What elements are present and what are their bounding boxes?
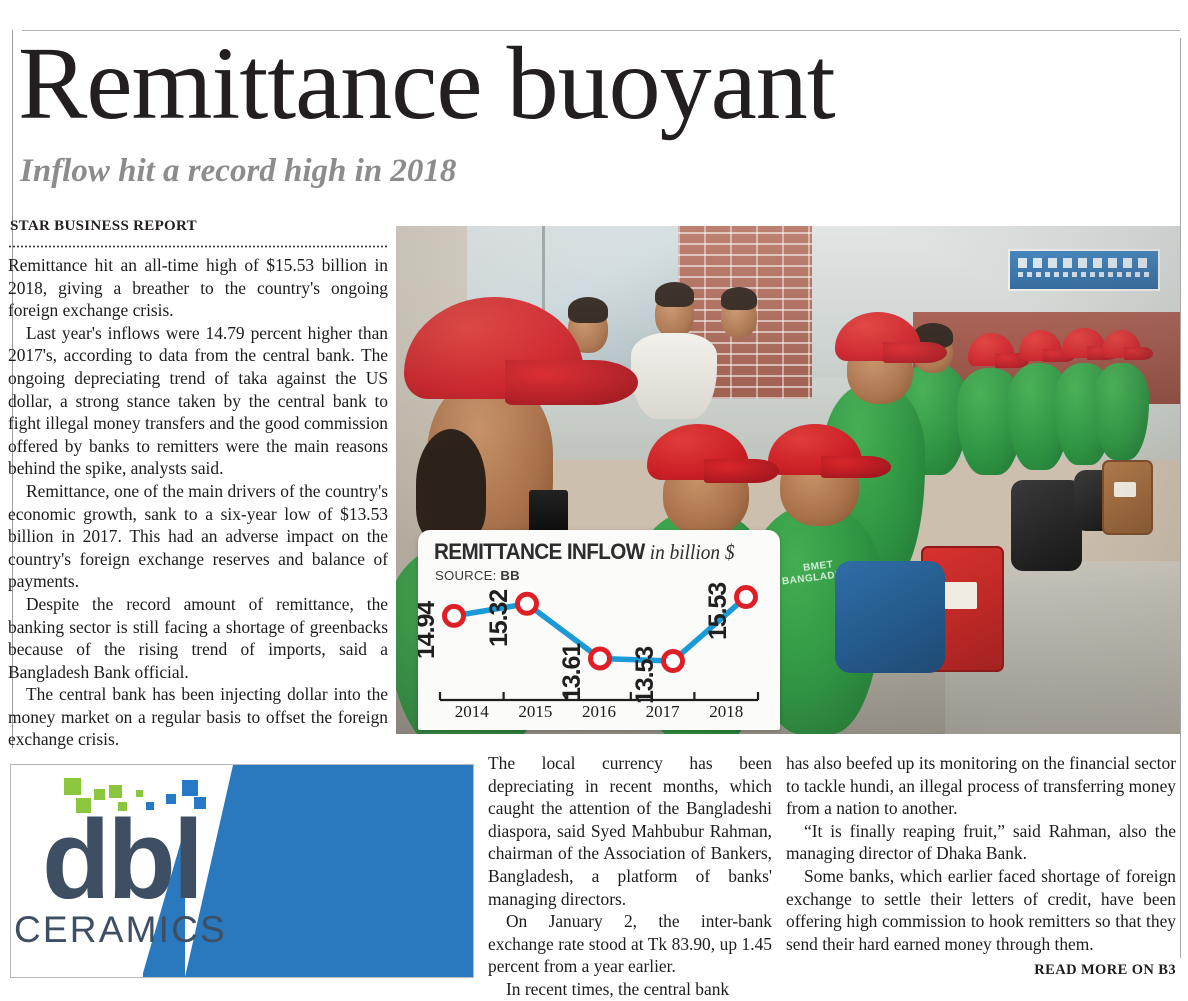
read-more-note: READ MORE ON B3 [1034,962,1176,978]
logo-pixel-square [182,780,198,796]
page-right-rule [1180,38,1181,958]
chart-category-label: 2015 [518,702,553,721]
photo-brown-bag [1101,459,1153,535]
dbl-logo-subtitle: CERAMICS [14,909,227,950]
photo-worker-hair [415,429,487,541]
chart-source-label: SOURCE: [435,568,497,583]
logo-pixel-square [166,794,176,804]
photo-worker-cap [1101,330,1153,360]
article-paragraph: Despite the record amount of remittance,… [8,593,388,682]
page-subheadline: Inflow hit a record high in 2018 [20,153,457,189]
photo-worker-cap [835,312,948,364]
article-column-middle: The local currency has been depreciating… [488,752,772,1001]
logo-pixel-square [94,789,105,800]
photo-black-bag [1011,480,1082,572]
photo-worker-shirt [1093,363,1149,460]
chart-source: SOURCE: BB [435,568,520,583]
chart-title: REMITTANCE INFLOW in billion $ [434,539,735,565]
chart-value-label: 13.61 [558,644,586,702]
byline-divider [8,245,388,248]
photo-station-sign [1007,248,1161,291]
chart-category-label: 2014 [454,702,489,721]
photo-worker-cap [1019,330,1076,363]
article-paragraph: Remittance, one of the main drivers of t… [8,480,388,592]
photo-worker-cap [646,424,780,484]
article-paragraph: “It is finally reaping fruit,” said Rahm… [786,820,1176,864]
chart-value-label: 15.32 [485,589,513,647]
article-paragraph: Some banks, which earlier faced shortage… [786,865,1176,954]
article-column-right: has also beefed up its monitoring on the… [786,752,1176,955]
article-paragraph: has also beefed up its monitoring on the… [786,753,1176,819]
chart-data-point [661,649,685,674]
page-headline: Remittance buoyant [18,26,836,141]
logo-pixel-square [109,785,122,798]
photo-person-shirt [631,332,718,420]
chart-value-label: 14.94 [418,601,440,659]
photo-blue-duffel-bag [835,561,945,674]
sign-text-line-1 [1018,257,1150,268]
article-column-lead: Remittance hit an all-time high of $15.5… [8,254,388,751]
chart-category-label: 2018 [709,702,744,721]
chart-value-label: 15.53 [704,582,732,641]
logo-pixel-square [118,802,127,811]
photo-person-hair [568,297,608,323]
logo-pixel-square [136,790,143,797]
chart-category-label: 2016 [582,702,616,721]
logo-pixel-square [194,797,206,809]
chart-category-label: 2017 [645,702,680,721]
dbl-logo-pixel-squares [54,776,244,822]
dbl-logo-wordmark: dbl [42,797,204,922]
byline: STAR BUSINESS REPORT [10,218,197,235]
chart-data-point [515,591,539,616]
chart-title-unit: in billion $ [649,540,735,564]
chart-title-main: REMITTANCE INFLOW [434,539,645,564]
article-paragraph: The local currency has been depreciating… [488,753,772,909]
article-paragraph: Last year's inflows were 14.79 percent h… [8,322,388,479]
photo-person-hair [721,286,757,310]
byline-text: STAR BUSINESS REPORT [10,218,197,234]
photo-person-hair [654,281,694,308]
chart-data-point [734,585,758,610]
remittance-inflow-chart: REMITTANCE INFLOW in billion $ SOURCE: B… [418,530,780,730]
chart-data-point [588,646,612,671]
chart-source-value: BB [500,568,520,583]
article-paragraph: The central bank has been injecting doll… [8,684,388,750]
logo-pixel-square [76,798,91,813]
article-paragraph: Remittance hit an all-time high of $15.5… [8,255,388,321]
chart-plot-svg [438,585,760,702]
logo-pixel-square [146,802,154,810]
article-paragraph: In recent times, the central bank [506,978,730,999]
article-paragraph: On January 2, the inter-bank exchange ra… [488,911,772,977]
chart-data-point [442,603,466,628]
sign-text-line-2 [1018,271,1150,278]
logo-pixel-square [64,778,81,795]
page-left-rule [12,30,13,748]
page-top-rule [22,30,1180,31]
chart-value-label: 13.53 [631,646,659,705]
